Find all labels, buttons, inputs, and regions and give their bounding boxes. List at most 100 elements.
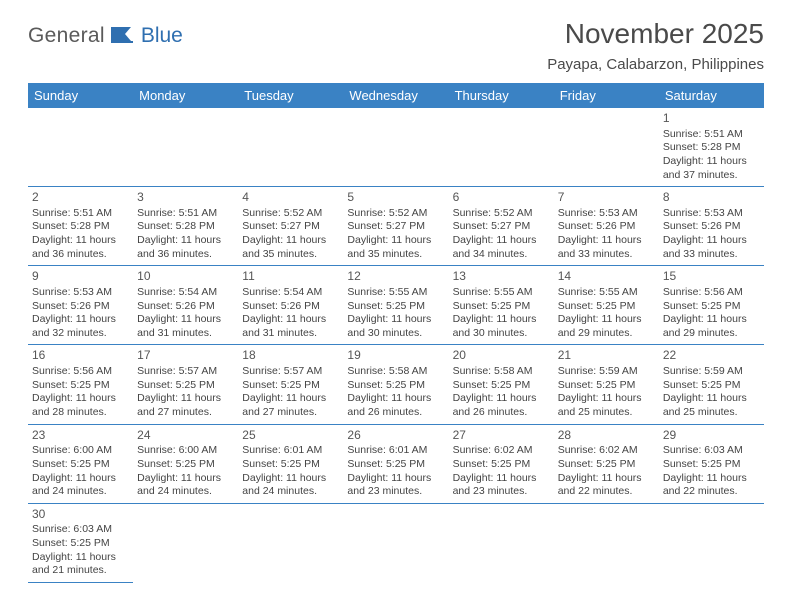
day-number: 22 [663,348,760,364]
day-number: 27 [453,428,550,444]
calendar-day-cell: 12Sunrise: 5:55 AMSunset: 5:25 PMDayligh… [343,266,448,345]
calendar-day-cell: 14Sunrise: 5:55 AMSunset: 5:25 PMDayligh… [554,266,659,345]
weekday-header: Thursday [449,83,554,108]
day-number: 13 [453,269,550,285]
calendar-day-cell: 9Sunrise: 5:53 AMSunset: 5:26 PMDaylight… [28,266,133,345]
calendar-day-cell: 20Sunrise: 5:58 AMSunset: 5:25 PMDayligh… [449,345,554,424]
calendar-day-cell: 21Sunrise: 5:59 AMSunset: 5:25 PMDayligh… [554,345,659,424]
calendar-day-cell [449,503,554,582]
sunrise-text: Sunrise: 5:57 AM [242,365,339,379]
day-number: 7 [558,190,655,206]
calendar-day-cell [449,108,554,187]
calendar-week-row: 9Sunrise: 5:53 AMSunset: 5:26 PMDaylight… [28,266,764,345]
daylight-text: Daylight: 11 hours and 26 minutes. [347,392,444,419]
sunrise-text: Sunrise: 5:58 AM [347,365,444,379]
weekday-header: Tuesday [238,83,343,108]
sunset-text: Sunset: 5:26 PM [242,300,339,314]
sunrise-text: Sunrise: 6:02 AM [558,444,655,458]
day-number: 16 [32,348,129,364]
sunrise-text: Sunrise: 6:00 AM [32,444,129,458]
daylight-text: Daylight: 11 hours and 36 minutes. [32,234,129,261]
sunset-text: Sunset: 5:28 PM [32,220,129,234]
sunrise-text: Sunrise: 5:51 AM [32,207,129,221]
daylight-text: Daylight: 11 hours and 31 minutes. [242,313,339,340]
logo-text-blue: Blue [141,24,183,48]
daylight-text: Daylight: 11 hours and 35 minutes. [347,234,444,261]
day-number: 1 [663,111,760,127]
calendar-table: Sunday Monday Tuesday Wednesday Thursday… [28,83,764,583]
sunset-text: Sunset: 5:28 PM [663,141,760,155]
calendar-day-cell: 15Sunrise: 5:56 AMSunset: 5:25 PMDayligh… [659,266,764,345]
calendar-day-cell: 24Sunrise: 6:00 AMSunset: 5:25 PMDayligh… [133,424,238,503]
sunrise-text: Sunrise: 5:58 AM [453,365,550,379]
calendar-day-cell [238,108,343,187]
day-number: 20 [453,348,550,364]
sunset-text: Sunset: 5:26 PM [137,300,234,314]
sunrise-text: Sunrise: 5:53 AM [32,286,129,300]
sunset-text: Sunset: 5:26 PM [32,300,129,314]
calendar-day-cell: 5Sunrise: 5:52 AMSunset: 5:27 PMDaylight… [343,187,448,266]
day-number: 14 [558,269,655,285]
sunrise-text: Sunrise: 5:54 AM [242,286,339,300]
calendar-day-cell: 22Sunrise: 5:59 AMSunset: 5:25 PMDayligh… [659,345,764,424]
sunrise-text: Sunrise: 5:55 AM [453,286,550,300]
sunset-text: Sunset: 5:25 PM [242,379,339,393]
daylight-text: Daylight: 11 hours and 37 minutes. [663,155,760,182]
sunset-text: Sunset: 5:25 PM [137,379,234,393]
calendar-day-cell [133,108,238,187]
daylight-text: Daylight: 11 hours and 25 minutes. [663,392,760,419]
sunset-text: Sunset: 5:25 PM [453,458,550,472]
calendar-week-row: 30Sunrise: 6:03 AMSunset: 5:25 PMDayligh… [28,503,764,582]
sunset-text: Sunset: 5:25 PM [347,458,444,472]
sunrise-text: Sunrise: 5:52 AM [242,207,339,221]
calendar-week-row: 2Sunrise: 5:51 AMSunset: 5:28 PMDaylight… [28,187,764,266]
weekday-header: Friday [554,83,659,108]
title-block: November 2025 Payapa, Calabarzon, Philip… [547,18,764,73]
header: General Blue November 2025 Payapa, Calab… [28,18,764,73]
sunrise-text: Sunrise: 5:52 AM [347,207,444,221]
sunset-text: Sunset: 5:27 PM [347,220,444,234]
calendar-day-cell [133,503,238,582]
daylight-text: Daylight: 11 hours and 23 minutes. [453,472,550,499]
sunrise-text: Sunrise: 6:01 AM [242,444,339,458]
day-number: 19 [347,348,444,364]
sunset-text: Sunset: 5:25 PM [453,300,550,314]
day-number: 15 [663,269,760,285]
sunset-text: Sunset: 5:25 PM [453,379,550,393]
daylight-text: Daylight: 11 hours and 24 minutes. [137,472,234,499]
calendar-day-cell [554,503,659,582]
daylight-text: Daylight: 11 hours and 33 minutes. [558,234,655,261]
sunrise-text: Sunrise: 5:59 AM [663,365,760,379]
weekday-header-row: Sunday Monday Tuesday Wednesday Thursday… [28,83,764,108]
day-number: 9 [32,269,129,285]
calendar-day-cell: 10Sunrise: 5:54 AMSunset: 5:26 PMDayligh… [133,266,238,345]
day-number: 2 [32,190,129,206]
sunrise-text: Sunrise: 5:52 AM [453,207,550,221]
daylight-text: Daylight: 11 hours and 24 minutes. [242,472,339,499]
weekday-header: Saturday [659,83,764,108]
sunrise-text: Sunrise: 6:02 AM [453,444,550,458]
daylight-text: Daylight: 11 hours and 28 minutes. [32,392,129,419]
calendar-week-row: 23Sunrise: 6:00 AMSunset: 5:25 PMDayligh… [28,424,764,503]
calendar-day-cell: 13Sunrise: 5:55 AMSunset: 5:25 PMDayligh… [449,266,554,345]
sunset-text: Sunset: 5:25 PM [558,379,655,393]
daylight-text: Daylight: 11 hours and 26 minutes. [453,392,550,419]
daylight-text: Daylight: 11 hours and 22 minutes. [558,472,655,499]
sunrise-text: Sunrise: 5:56 AM [663,286,760,300]
daylight-text: Daylight: 11 hours and 25 minutes. [558,392,655,419]
calendar-day-cell [28,108,133,187]
sunrise-text: Sunrise: 5:53 AM [558,207,655,221]
day-number: 17 [137,348,234,364]
sunset-text: Sunset: 5:25 PM [242,458,339,472]
calendar-day-cell: 4Sunrise: 5:52 AMSunset: 5:27 PMDaylight… [238,187,343,266]
month-title: November 2025 [547,18,764,50]
sunset-text: Sunset: 5:25 PM [663,300,760,314]
calendar-day-cell: 26Sunrise: 6:01 AMSunset: 5:25 PMDayligh… [343,424,448,503]
calendar-day-cell [554,108,659,187]
calendar-day-cell: 3Sunrise: 5:51 AMSunset: 5:28 PMDaylight… [133,187,238,266]
sunset-text: Sunset: 5:25 PM [32,379,129,393]
day-number: 4 [242,190,339,206]
flag-icon [111,25,137,48]
sunset-text: Sunset: 5:25 PM [558,300,655,314]
daylight-text: Daylight: 11 hours and 21 minutes. [32,551,129,578]
